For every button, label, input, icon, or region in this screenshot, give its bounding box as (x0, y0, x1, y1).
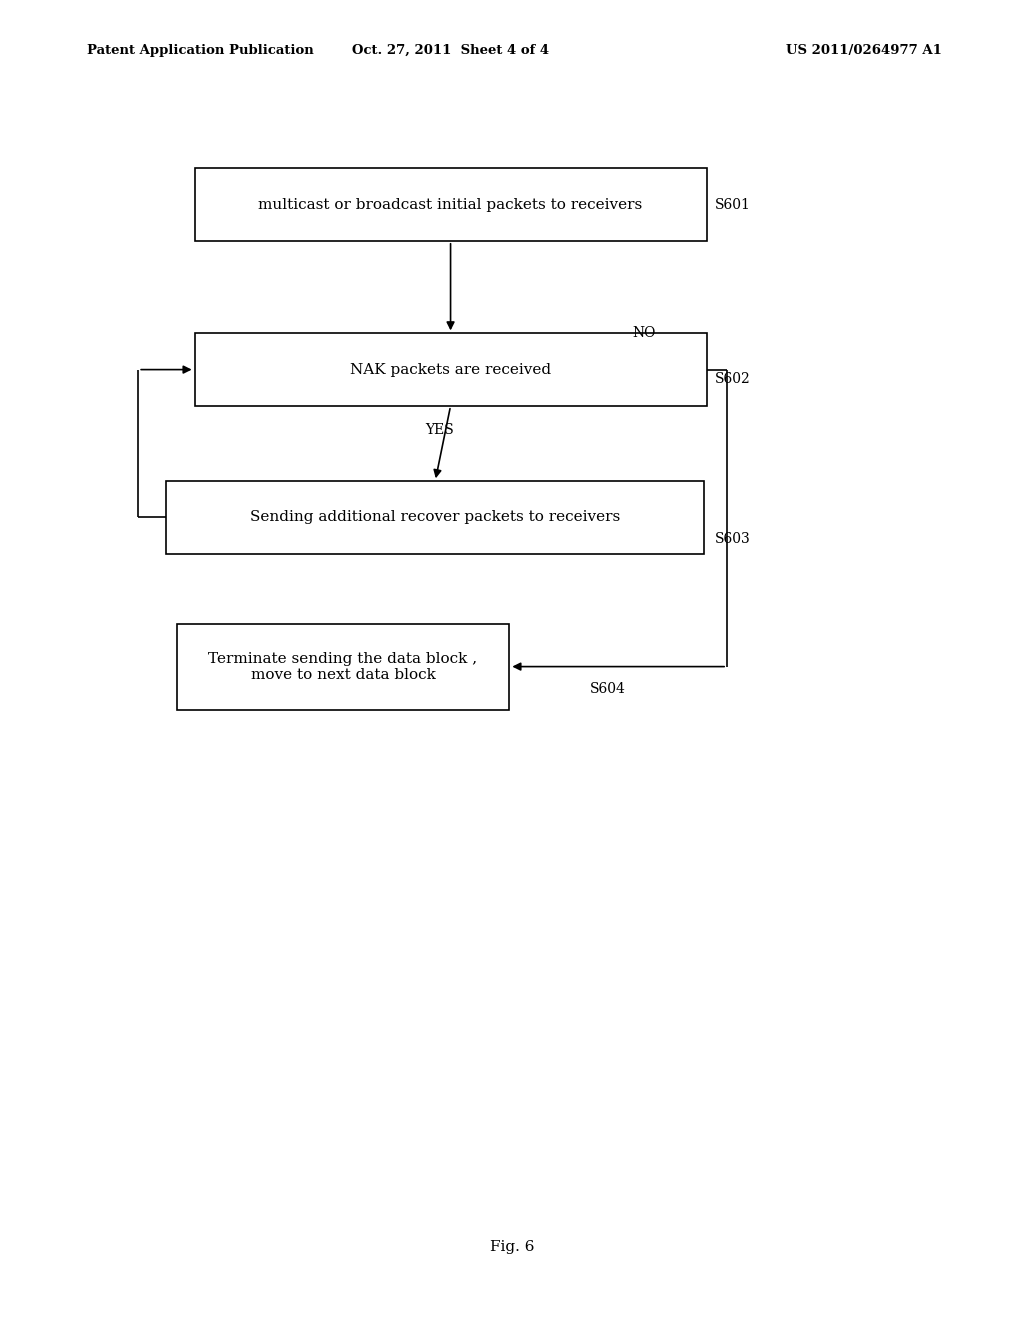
Text: S603: S603 (715, 532, 751, 545)
Text: US 2011/0264977 A1: US 2011/0264977 A1 (786, 44, 942, 57)
Text: S601: S601 (715, 198, 751, 211)
Text: Terminate sending the data block ,
move to next data block: Terminate sending the data block , move … (209, 652, 477, 681)
Text: Sending additional recover packets to receivers: Sending additional recover packets to re… (250, 511, 621, 524)
Text: multicast or broadcast initial packets to receivers: multicast or broadcast initial packets t… (258, 198, 643, 211)
Text: Patent Application Publication: Patent Application Publication (87, 44, 313, 57)
Text: NO: NO (633, 326, 656, 339)
Text: Oct. 27, 2011  Sheet 4 of 4: Oct. 27, 2011 Sheet 4 of 4 (352, 44, 549, 57)
FancyBboxPatch shape (166, 480, 705, 554)
Text: Fig. 6: Fig. 6 (489, 1241, 535, 1254)
FancyBboxPatch shape (177, 623, 510, 710)
Text: NAK packets are received: NAK packets are received (350, 363, 551, 376)
Text: YES: YES (425, 424, 454, 437)
FancyBboxPatch shape (195, 333, 707, 407)
Text: S604: S604 (590, 682, 626, 696)
Text: S602: S602 (715, 372, 751, 385)
FancyBboxPatch shape (195, 168, 707, 242)
